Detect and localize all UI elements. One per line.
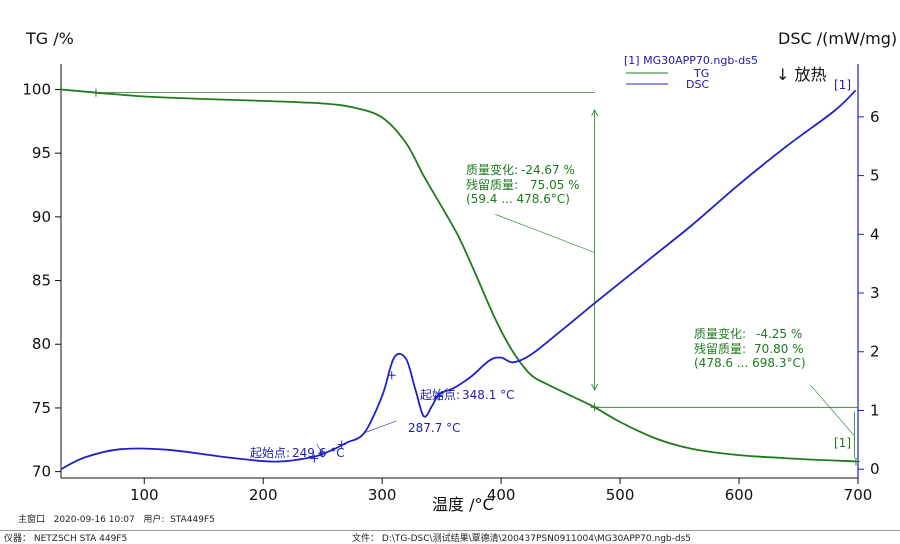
footer-file: 文件： D:\TG-DSC\测试结果\覃德清\200437PSN0911004\… — [352, 531, 691, 544]
tg-step1-annotation: 质量变化: -24.67 % 残留质量: 75.05 % (59.4 ... 4… — [466, 162, 580, 206]
window-label: 主窗口 — [18, 515, 46, 525]
onset2-leader — [364, 420, 397, 434]
x-tick-label: 600 — [725, 486, 754, 504]
tg-step-marker-cross — [590, 403, 599, 412]
tg-start-marker-cross — [91, 88, 100, 97]
tg-step2-annotation: 质量变化: -4.25 % 残留质量: 70.80 % (478.6 ... 6… — [694, 326, 806, 370]
tg1-arrow-head-bottom — [591, 383, 598, 391]
tg-end-marker: [1] — [834, 436, 851, 450]
tg2-change-label: 质量变化: — [694, 326, 746, 341]
user-label: 用户: — [143, 515, 165, 525]
tg1-leader — [495, 214, 595, 253]
dsc-onset-marker-cross — [318, 449, 327, 458]
tg2-residue-value: 70.80 % — [754, 342, 804, 356]
onset1-label: 起始点: — [250, 446, 290, 460]
x-axis-title: 温度 /°C — [432, 495, 494, 514]
onset3-label: 起始点: — [420, 388, 460, 402]
tg-curve — [60, 88, 857, 463]
y-right-tick-label: 4 — [870, 225, 880, 243]
onset2-annotation: 287.7 °C — [408, 421, 461, 435]
footer-divider — [0, 530, 900, 531]
exo-direction-label: ↓ 放热 — [776, 65, 827, 84]
legend-dsc-label: DSC — [686, 78, 709, 91]
y-left-tick-label: 80 — [32, 335, 51, 353]
y-right-tick-label: 5 — [870, 167, 880, 185]
right-axis-title: DSC /(mW/mg) — [778, 29, 897, 48]
x-tick-label: 500 — [606, 486, 635, 504]
y-right-tick-label: 2 — [870, 343, 880, 361]
dsc-onset-marker-cross — [310, 454, 319, 463]
y-right-tick-label: 6 — [870, 108, 880, 126]
footer-instrument: 仪器： NETZSCH STA 449F5 — [4, 531, 127, 544]
x-tick-label: 700 — [844, 486, 873, 504]
dsc-curve — [60, 89, 857, 471]
onset1-value: 249.6 °C — [292, 446, 345, 460]
dsc-onset-marker-cross — [387, 371, 396, 380]
onset3-annotation: 起始点: 348.1 °C — [420, 388, 515, 402]
onset3-value: 348.1 °C — [462, 388, 515, 402]
tg1-change-value: -24.67 % — [521, 163, 575, 177]
footer-window: 主窗口 2020-09-16 10:07 用户: STA449F5 — [18, 512, 215, 525]
x-tick-label: 300 — [368, 486, 397, 504]
x-tick-label: 400 — [487, 486, 516, 504]
y-left-tick-label: 95 — [32, 144, 51, 162]
onset1-leader — [316, 443, 323, 454]
y-left-tick-label: 90 — [32, 208, 51, 226]
y-left-tick-label: 85 — [32, 272, 51, 290]
tg2-residue-label: 残留质量: — [694, 342, 746, 356]
file-path: D:\TG-DSC\测试结果\覃德清\200437PSN0911004\MG30… — [381, 534, 691, 544]
tg2-leader — [810, 384, 855, 437]
y-left-tick-label: 75 — [32, 399, 51, 417]
x-tick-label: 100 — [130, 486, 159, 504]
onset3-leader — [439, 387, 448, 397]
y-right-tick-label: 0 — [870, 460, 880, 478]
instrument: NETZSCH STA 449F5 — [33, 534, 128, 544]
onset1-annotation: 起始点: 249.6 °C — [250, 446, 345, 460]
tg1-range: (59.4 ... 478.6°C) — [466, 192, 570, 206]
tg1-residue-value: 75.05 % — [530, 178, 580, 192]
dsc-end-marker: [1] — [834, 78, 851, 92]
instrument-label: 仪器： — [4, 534, 32, 544]
tg1-arrow-head-top — [591, 108, 598, 117]
y-left-tick-label: 100 — [22, 80, 51, 98]
y-right-tick-label: 1 — [870, 401, 880, 419]
user: STA449F5 — [170, 515, 215, 525]
tg-end-marker-cross — [851, 457, 860, 466]
file-label: 文件： — [352, 534, 380, 544]
y-left-tick-label: 70 — [32, 463, 51, 481]
tg2-change-value: -4.25 % — [756, 327, 802, 341]
x-tick-label: 200 — [249, 486, 278, 504]
tg-dsc-chart: TG /% DSC /(mW/mg) ↓ 放热 温度 /°C [1] MG30A… — [22, 29, 897, 514]
onset2-value: 287.7 °C — [408, 421, 461, 435]
y-right-tick-label: 3 — [870, 284, 880, 302]
tg2-range: (478.6 ... 698.3°C) — [694, 356, 806, 370]
tg1-residue-label: 残留质量: — [466, 178, 518, 192]
legend-tg-label: TG — [693, 67, 709, 80]
datetime: 2020-09-16 10:07 — [53, 515, 135, 525]
tg1-change-label: 质量变化: — [466, 162, 518, 177]
left-axis-title: TG /% — [25, 29, 74, 48]
dsc-onset-marker-cross — [337, 440, 346, 449]
legend-file: [1] MG30APP70.ngb-ds5 — [624, 54, 758, 67]
